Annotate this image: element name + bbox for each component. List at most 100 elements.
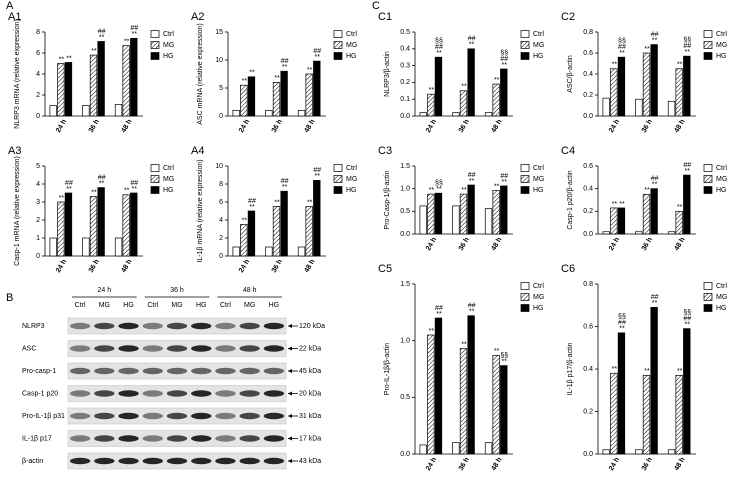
legend-swatch	[150, 52, 160, 60]
y-tick-label: 6	[219, 199, 223, 206]
section-label: A	[6, 0, 14, 12]
bar	[675, 210, 683, 235]
legend-swatch	[333, 175, 343, 183]
x-tick-label: 48 h	[303, 258, 316, 274]
x-tick-label: 24 h	[425, 236, 438, 252]
panel-label: A4	[191, 145, 204, 157]
bar	[232, 246, 240, 257]
blot-band	[69, 390, 91, 397]
bar	[232, 110, 240, 117]
bar	[82, 237, 90, 257]
significance-mark: **	[436, 50, 442, 57]
legend-swatch	[520, 186, 530, 194]
y-tick-label: 0.4	[583, 71, 593, 78]
bar	[675, 68, 683, 117]
legend-swatch	[520, 52, 530, 60]
y-tick-label: 1.0	[400, 186, 410, 193]
size-label: 31 kDa	[299, 413, 321, 420]
bar	[272, 82, 281, 117]
significance-mark: **	[494, 183, 500, 190]
panel-label: C5	[378, 263, 392, 275]
significance-mark: ##	[98, 174, 106, 181]
size-label: 45 kDa	[299, 368, 321, 375]
x-tick-label: 24 h	[55, 258, 68, 274]
legend-label: HG	[163, 53, 174, 60]
x-tick-label: 48 h	[120, 118, 133, 134]
legend-label: HG	[533, 187, 544, 194]
legend-label: Ctrl	[346, 165, 357, 172]
bar	[492, 190, 500, 235]
bar	[610, 372, 618, 455]
y-tick-label: 5	[36, 163, 40, 170]
significance-mark: **	[644, 46, 650, 53]
significance-mark: **	[315, 173, 321, 180]
bar	[240, 224, 248, 257]
significance-mark: **	[685, 321, 691, 328]
bar	[419, 205, 427, 235]
y-tick-label: 5	[219, 85, 223, 92]
row-label: Pro-casp-1	[22, 368, 56, 375]
blot-band	[215, 322, 236, 330]
significance-mark: **	[652, 182, 658, 189]
x-tick-label: 36 h	[458, 118, 471, 134]
y-axis-label: IL-1β mRNA (relative expression)	[197, 159, 204, 262]
significance-mark: ##	[248, 198, 256, 205]
significance-mark: **	[249, 70, 255, 77]
blot-band	[239, 367, 260, 375]
y-tick-label: 0.2	[583, 92, 593, 99]
y-axis-label: Pro-IL-1β/β-actin	[384, 343, 391, 396]
x-tick-label: 36 h	[458, 456, 471, 472]
significance-mark: **	[612, 366, 618, 373]
bar	[49, 105, 57, 117]
legend-label: MG	[346, 176, 357, 183]
significance-mark: ##	[500, 173, 508, 180]
row-label: ASC	[22, 345, 36, 352]
legend-swatch	[520, 30, 530, 38]
significance-mark: ##	[281, 178, 289, 185]
bar	[650, 188, 658, 235]
panel-label: C1	[378, 11, 392, 23]
legend-label: Ctrl	[346, 31, 357, 38]
x-tick-label: 48 h	[303, 118, 316, 134]
significance-mark: **	[677, 62, 683, 69]
bar	[114, 237, 123, 257]
significance-mark: **	[685, 168, 691, 175]
blot-band	[239, 345, 260, 352]
legend-label: MG	[716, 294, 727, 301]
y-axis-label: ASC mRNA (relative expression)	[197, 23, 204, 125]
x-tick-label: 24 h	[608, 118, 621, 134]
bar	[247, 76, 256, 117]
size-arrowhead	[288, 391, 292, 396]
legend-label: MG	[716, 176, 727, 183]
y-tick-label: 0.4	[583, 186, 593, 193]
blot-band	[215, 367, 236, 375]
legend-label: HG	[163, 187, 174, 194]
lane-label: HG	[196, 302, 207, 309]
bar	[467, 184, 475, 235]
x-tick-label: 24 h	[425, 118, 438, 134]
x-tick-label: 36 h	[641, 118, 654, 134]
bar	[617, 332, 626, 455]
blot-band	[166, 457, 188, 465]
legend-label: Ctrl	[163, 31, 174, 38]
y-tick-label: 0.5	[400, 29, 410, 36]
panel-label: A2	[191, 11, 204, 23]
significance-mark: ##	[618, 44, 626, 51]
legend-swatch	[333, 164, 343, 172]
significance-mark: **	[91, 48, 97, 55]
legend-label: Ctrl	[533, 283, 544, 290]
significance-mark: **	[59, 56, 65, 63]
x-tick-label: 48 h	[673, 236, 686, 252]
significance-mark: **	[677, 368, 683, 375]
significance-mark: ##	[468, 36, 476, 43]
bar	[467, 315, 475, 455]
size-arrowhead	[288, 414, 292, 418]
significance-mark: §§	[435, 180, 443, 187]
y-tick-label: 4	[36, 71, 40, 78]
significance-mark: **	[124, 188, 130, 195]
bar	[64, 62, 73, 117]
y-tick-label: 0.1	[400, 96, 410, 103]
significance-mark: **	[469, 42, 475, 49]
significance-mark: ##	[618, 320, 626, 327]
bar	[130, 192, 138, 257]
